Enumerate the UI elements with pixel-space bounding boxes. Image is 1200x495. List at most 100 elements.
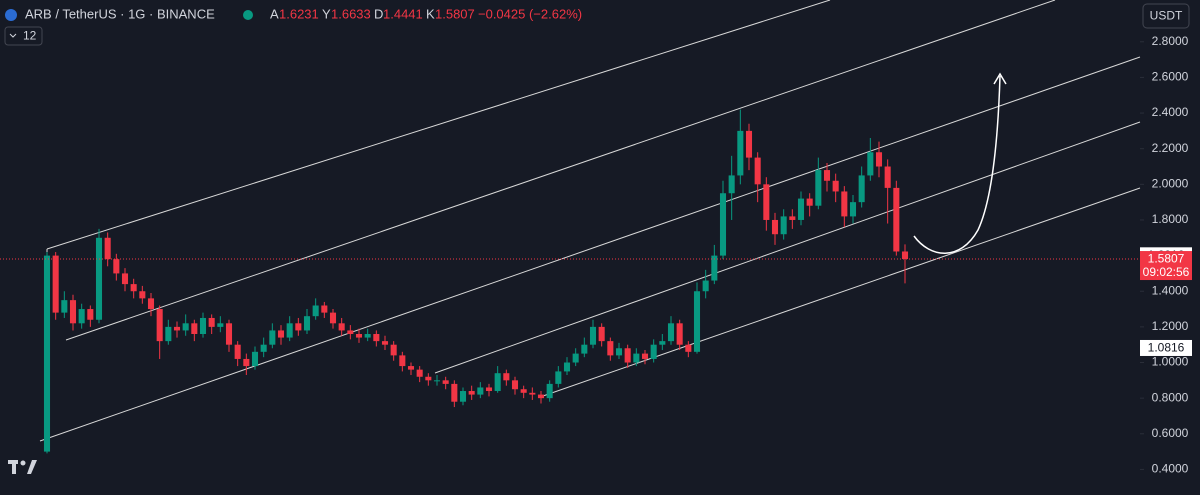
symbol-icon [5,9,17,21]
candle-body [546,383,553,399]
candle-body [849,202,857,217]
y-tick-label: 2.6000 [1152,70,1189,84]
indicator-toggle[interactable] [4,26,43,46]
candle-body [676,323,683,345]
countdown: 09:02:56 [1143,265,1190,279]
legend-label: K [426,6,435,21]
candle-body [52,255,59,313]
candle-body [728,175,735,194]
candle-body [719,193,727,256]
price-axis: 0.40000.60000.80001.00001.20001.40001.60… [0,34,1192,476]
candle-body [572,353,579,363]
candle-body [867,152,874,176]
candle-body [277,330,285,338]
candle-body [156,309,163,342]
candle-body [737,130,744,176]
y-tick-label: 2.0000 [1152,177,1189,191]
change: −0.0425 (−2.62%) [478,6,582,21]
y-tick-label: 2.4000 [1152,105,1189,119]
candle-body [763,184,770,220]
candle-body [165,326,172,342]
candle-body [225,323,233,345]
price-label-box [1140,251,1192,281]
currency: USDT [1150,9,1183,23]
candle-body [520,389,527,393]
candle-body [581,344,588,354]
candle-body [901,251,909,260]
candle-body [329,312,337,324]
candle-body [78,309,85,324]
candle-body [182,323,189,331]
candle-body [823,170,831,181]
legend-value: 1.6633 [331,6,371,21]
candle-body [754,157,761,185]
candle-body [295,323,302,331]
candle-body [381,341,389,345]
logo-part [20,460,26,466]
candle-body [321,305,328,313]
candle-body [286,323,293,338]
channel-line [542,187,1141,397]
candle-body [893,187,900,252]
candle-body [841,191,848,217]
candle-body [832,180,839,192]
candle-body [529,392,536,395]
candle-body [797,198,805,220]
y-tick-label: 0.6000 [1152,426,1189,440]
candle-body [364,334,371,338]
y-tick-label: 1.0000 [1152,355,1189,369]
candle-body [147,298,155,310]
price-label: 1.0816 [1148,341,1185,355]
candle-body [425,376,432,381]
candle-body [815,170,822,206]
candle-body [624,348,631,363]
candle-body [199,317,207,335]
candle-body [693,291,701,352]
candle-body [607,341,614,356]
logo-part [27,460,37,474]
candle-body [511,380,519,390]
y-tick-label: 2.2000 [1152,141,1189,155]
candles [43,109,909,454]
candle-body [451,383,458,402]
candle-body [373,334,380,342]
currency-button[interactable] [1142,3,1190,29]
candle-body [442,380,449,384]
candle-body [355,334,363,338]
candle-body [43,255,51,452]
candle-body [407,366,415,370]
candle-body [130,284,137,292]
candle-body [711,255,718,281]
candle-body [433,380,441,382]
channel-lines [39,0,1141,442]
candle-body [598,326,605,342]
candle-body [641,353,649,359]
logo [8,460,37,474]
y-tick-label: 0.4000 [1152,462,1189,476]
candle-body [659,341,666,345]
legend-value: 1.4441 [383,6,423,21]
candle-body [503,373,510,381]
candle-body [685,344,692,352]
candle-body [667,323,675,342]
candle-body [468,391,475,395]
candle-body [875,152,883,167]
candle-body [589,326,597,345]
candle-body [347,330,354,335]
indicator-count: 12 [23,29,37,43]
legend-value: 1.5807 [435,6,475,21]
y-tick-label: 0.8000 [1152,390,1189,404]
candle-body [217,323,224,327]
candle-body [303,316,311,331]
candle-body [399,355,406,367]
candle-body [95,237,103,320]
y-tick-label: 2.8000 [1152,34,1189,48]
candle-body [858,175,865,203]
candle-body [121,273,129,285]
candle-body [173,326,181,331]
candle-body [563,362,571,372]
candle-body [312,305,319,317]
candle-body [615,348,623,356]
candle-body [416,369,423,377]
candle-body [260,344,267,352]
